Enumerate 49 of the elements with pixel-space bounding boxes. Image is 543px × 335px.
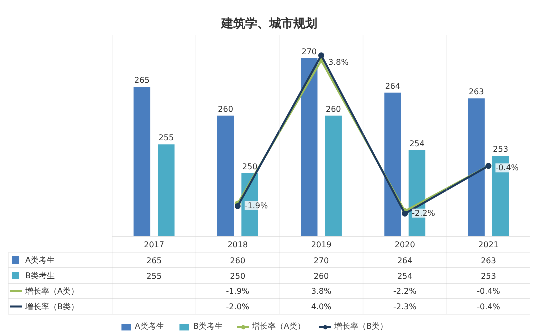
text: -0.4% [496,164,519,173]
point [402,210,408,217]
data-label: 260 [230,256,246,266]
legend-label: 增长率（A类） [252,321,306,332]
point [234,203,241,210]
text: -2.2% [412,208,436,218]
text: 3.8% [328,58,349,68]
data-label: 253 [481,272,496,281]
data-label: 260 [314,272,330,281]
data-label: 264 [397,256,413,266]
point [318,52,324,59]
x-tick-label: 2020 [394,240,416,250]
text: 254 [410,139,425,148]
data-label: 270 [314,256,330,266]
data-label: -2.2% [393,286,418,296]
x-tick-label: 2018 [228,240,248,250]
text: -1.9% [244,201,268,210]
data-label: -2.3% [393,302,418,312]
text: 265 [134,76,150,86]
data-label: 4.0% [311,302,332,312]
text: 264 [385,82,401,91]
legend-label: B类考生 [193,321,223,332]
data-label: 3.8% [311,286,332,296]
text: 增长率（A类） [26,286,79,296]
data-label: 263 [481,256,496,266]
data-label: 255 [146,272,162,281]
text: 270 [302,47,318,56]
text: 253 [493,145,508,154]
chart-title: 建筑学、城市规划 [220,16,318,30]
text: 增长率（B类） [26,302,79,312]
data-label: -0.4% [477,286,501,296]
x-tick-label: 2021 [478,240,499,250]
data-label: -0.4% [477,302,501,312]
x-tick-label: 2019 [311,240,332,250]
text: 263 [468,88,484,97]
text: B类考生 [26,271,55,280]
data-label: 265 [146,256,162,266]
legend-label: 增长率（B类） [334,321,388,332]
text: 260 [218,104,234,114]
text: 250 [242,162,258,172]
x-tick-label: 2017 [144,240,164,250]
text: A类考生 [135,322,164,331]
text: 260 [326,104,342,114]
data-label: -2.0% [226,302,250,312]
data-label: 254 [397,272,413,281]
legend-label: A类考生 [26,256,55,265]
data-label: -1.9% [226,286,250,296]
data-label: 250 [230,272,246,281]
text: 255 [158,134,174,143]
